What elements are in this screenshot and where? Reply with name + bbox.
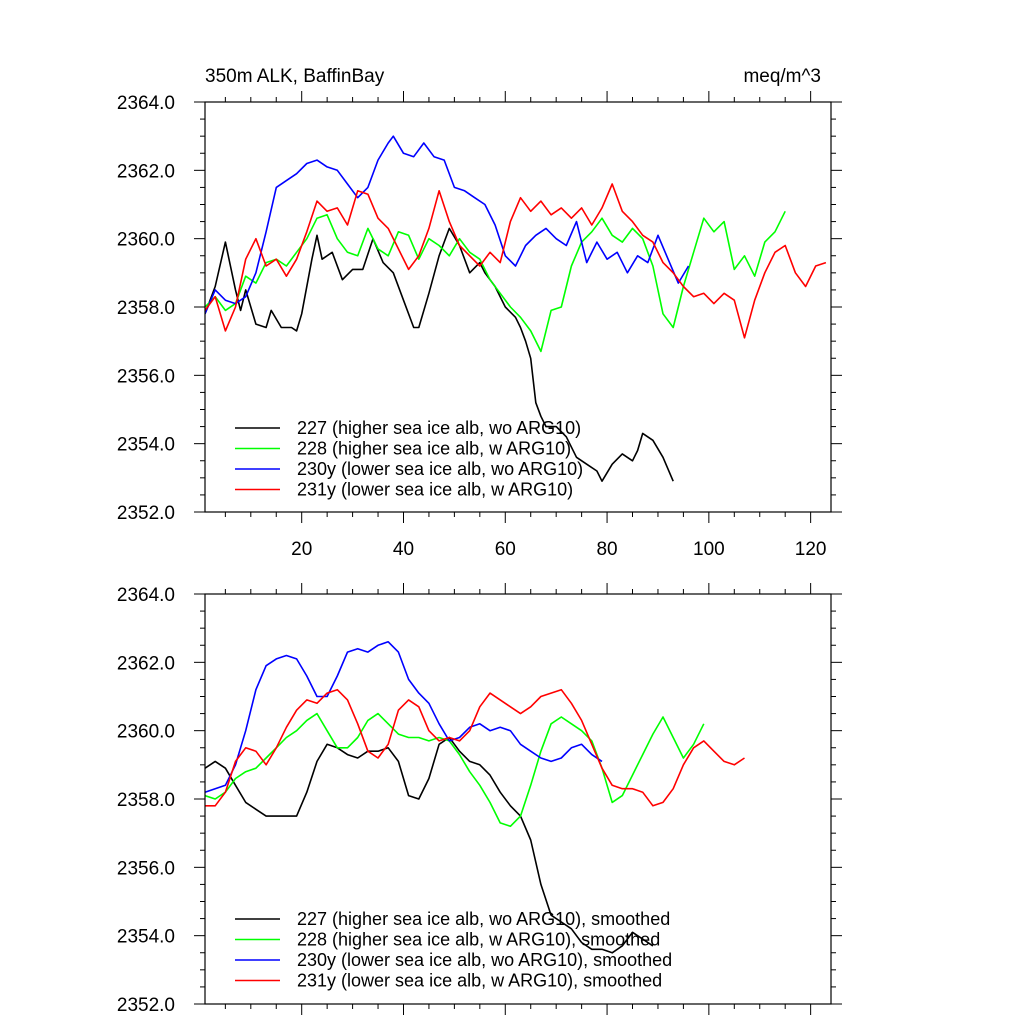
- x-tick-label: 80: [596, 539, 617, 560]
- x-tick-label: 60: [495, 539, 516, 560]
- y-tick-label: 2358.0: [117, 298, 175, 319]
- y-tick-label: 2362.0: [117, 653, 175, 674]
- y-tick-label: 2356.0: [117, 366, 175, 387]
- legend-entry: 228 (higher sea ice alb, w ARG10): [297, 439, 571, 459]
- series-line-3: [205, 183, 827, 339]
- y-tick-label: 2360.0: [117, 230, 175, 251]
- series-group: [205, 641, 745, 954]
- y-tick-label: 2354.0: [117, 927, 175, 948]
- y-tick-label: 2364.0: [117, 93, 175, 114]
- series-line-2: [205, 641, 603, 793]
- y-tick-label: 2360.0: [117, 722, 175, 743]
- title-left: 350m ALK, BaffinBay: [205, 66, 385, 87]
- y-tick-label: 2362.0: [117, 161, 175, 182]
- series-line-0: [205, 736, 654, 954]
- series-line-3: [205, 688, 745, 807]
- legend: 227 (higher sea ice alb, wo ARG10)228 (h…: [235, 418, 583, 500]
- y-tick-label: 2352.0: [117, 503, 175, 524]
- legend-entry: 231y (lower sea ice alb, w ARG10), smoot…: [297, 971, 662, 991]
- legend-entry: 230y (lower sea ice alb, wo ARG10): [297, 459, 583, 479]
- legend-entry: 231y (lower sea ice alb, w ARG10): [297, 480, 573, 500]
- bottom-panel: 2352.0 2354.0 2356.0 2358.0 2360.0 2362.0 2364…: [117, 583, 842, 1016]
- legend-entry: 227 (higher sea ice alb, wo ARG10): [297, 418, 581, 438]
- y-tick-label: 2356.0: [117, 858, 175, 879]
- title-right: meq/m^3: [743, 66, 821, 87]
- series-line-0: [205, 227, 674, 482]
- legend-entry: 227 (higher sea ice alb, wo ARG10), smoo…: [297, 909, 670, 929]
- legend-entry: 230y (lower sea ice alb, wo ARG10), smoo…: [297, 950, 672, 970]
- x-tick-label: 120: [795, 539, 827, 560]
- x-tick-label: 20: [291, 539, 312, 560]
- y-tick-label: 2358.0: [117, 790, 175, 811]
- series-line-1: [205, 712, 705, 828]
- series-line-1: [205, 210, 786, 353]
- x-tick-label: 40: [393, 539, 414, 560]
- series-line-2: [205, 135, 690, 315]
- y-tick-label: 2352.0: [117, 995, 175, 1016]
- legend: 227 (higher sea ice alb, wo ARG10), smoo…: [235, 909, 672, 991]
- x-tick-label: 100: [693, 539, 725, 560]
- top-panel: 2352.0 2354.0 2356.0 2358.0 2360.0 2362.0 2364…: [117, 66, 842, 560]
- legend-entry: 228 (higher sea ice alb, w ARG10), smoot…: [297, 930, 660, 950]
- y-tick-label: 2354.0: [117, 435, 175, 456]
- y-tick-label: 2364.0: [117, 585, 175, 606]
- series-group: [205, 135, 827, 482]
